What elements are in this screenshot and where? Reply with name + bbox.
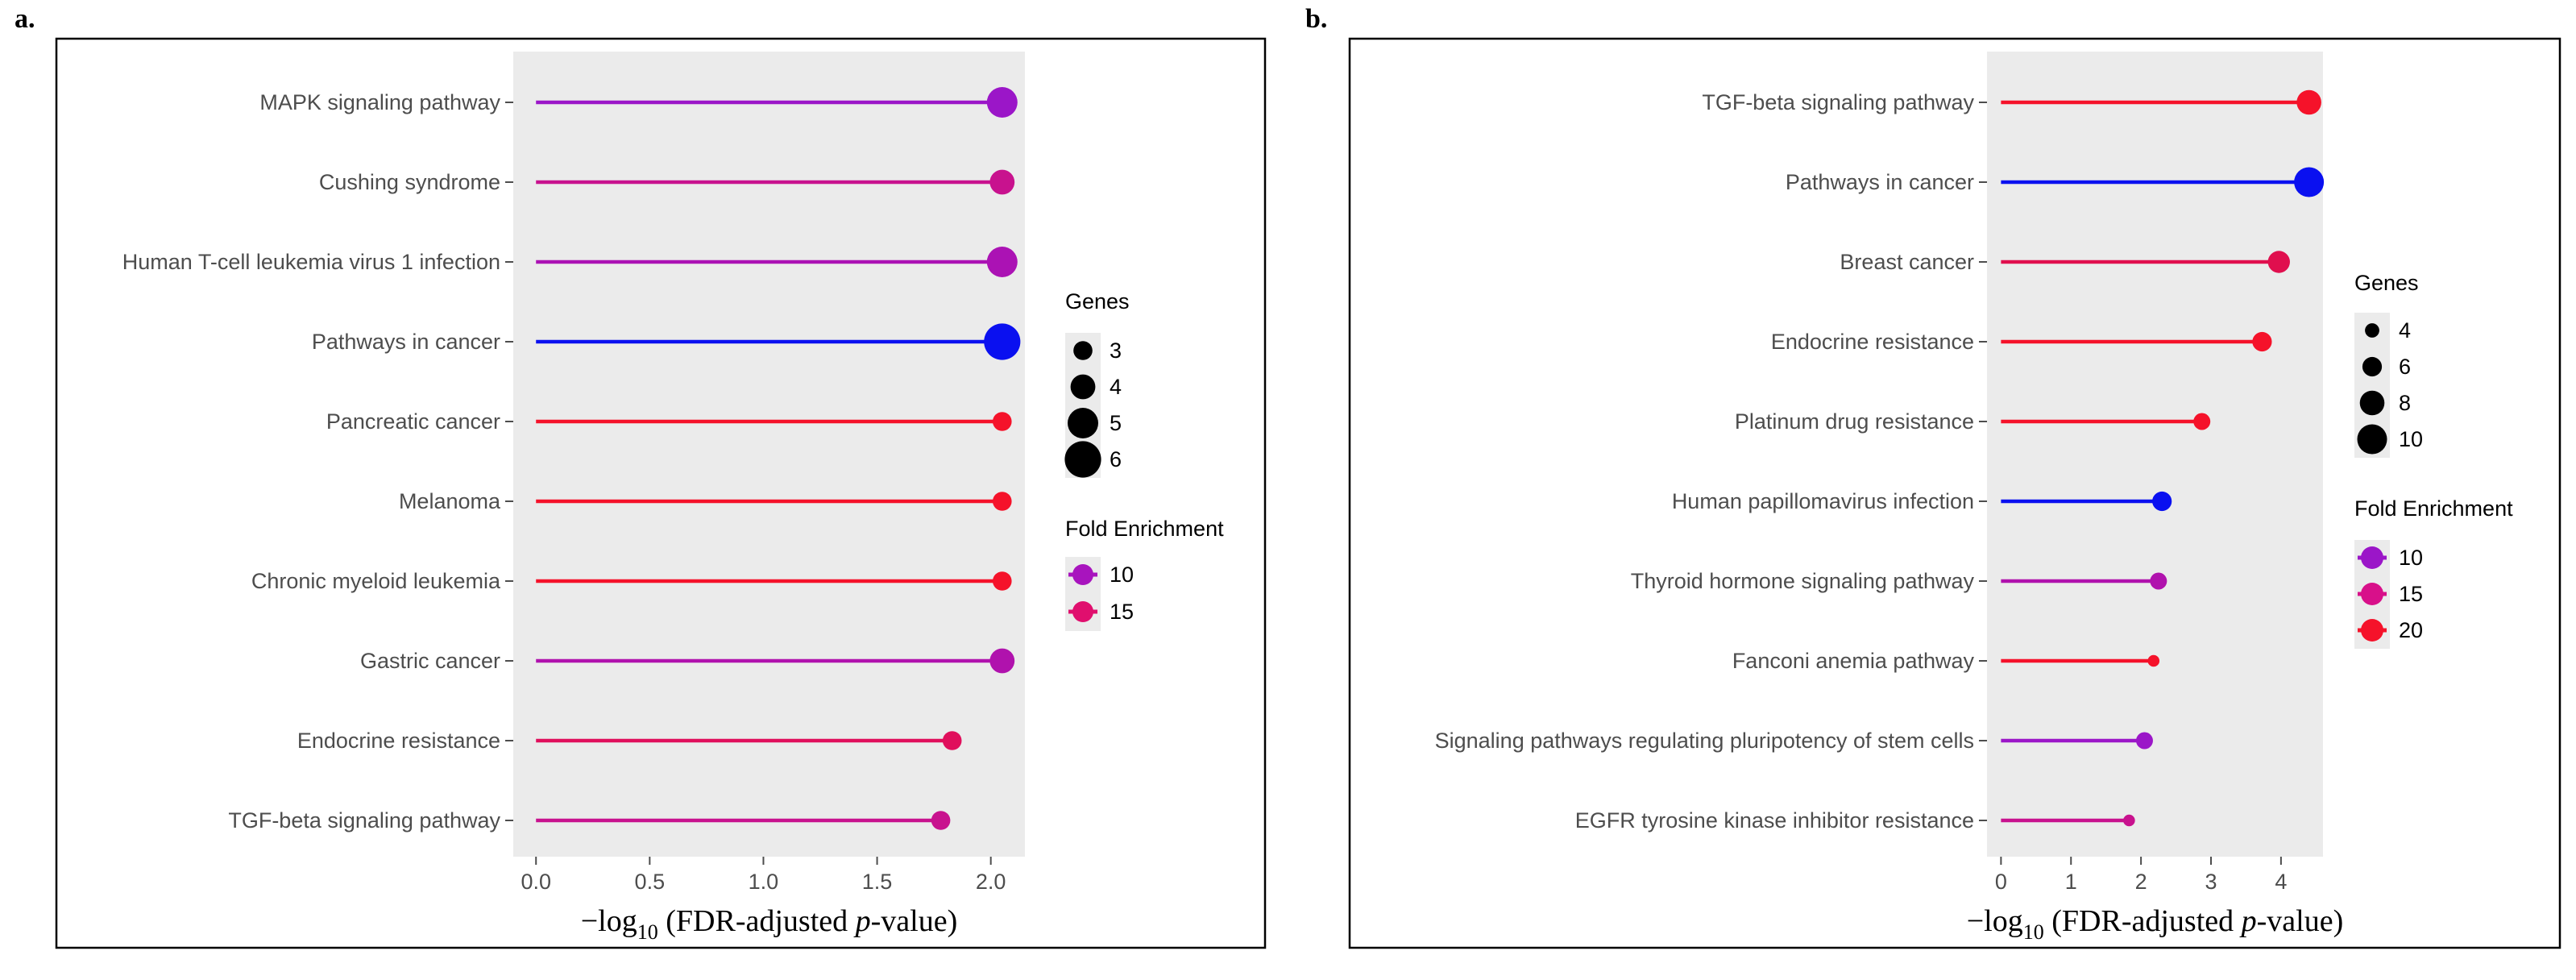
lollipop-point	[2294, 167, 2325, 197]
legend-genes-label: 10	[2399, 427, 2423, 451]
x-tick-label: 0.5	[635, 870, 666, 894]
x-axis-title: −log10 (FDR-adjusted p-value)	[1967, 904, 2343, 944]
category-label: Melanoma	[399, 489, 501, 513]
lollipop-point	[992, 571, 1012, 591]
lollipop-point	[2193, 413, 2211, 430]
category-label: Platinum drug resistance	[1735, 409, 1974, 434]
lollipop-point	[2135, 732, 2153, 750]
panel-border	[55, 37, 1267, 949]
panel-label: a.	[15, 4, 35, 34]
legend-genes-key	[2357, 424, 2387, 455]
legend-genes-key	[2362, 356, 2383, 377]
lollipop-point	[2267, 251, 2290, 273]
legend-fe-label: 15	[2399, 582, 2423, 606]
category-label: Endocrine resistance	[297, 729, 500, 753]
legend-genes-key	[1068, 408, 1098, 438]
category-label: Gastric cancer	[360, 649, 500, 673]
lollipop-point	[992, 492, 1012, 511]
category-label: Pathways in cancer	[312, 330, 500, 354]
category-label: Breast cancer	[1840, 250, 1974, 274]
lollipop-point	[989, 169, 1015, 195]
panel-b: b. TGF-beta signaling pathway Pathways in …	[1305, 4, 2561, 949]
lollipop-point	[2152, 491, 2172, 512]
legend-genes-key	[1070, 374, 1096, 400]
category-label: Cushing syndrome	[319, 170, 500, 194]
legend-genes-title: Genes	[2354, 271, 2419, 295]
panel-a: a. MAPK signaling pathway Cushing syndrome…	[15, 4, 1267, 949]
category-label: Human T-cell leukemia virus 1 infection	[122, 250, 500, 274]
legend-fe-key	[1072, 601, 1093, 622]
panel-label: b.	[1305, 4, 1327, 34]
category-label: Endocrine resistance	[1771, 330, 1974, 354]
lollipop-point	[2252, 331, 2272, 352]
plot-panel	[1987, 52, 2323, 857]
lollipop-point	[931, 811, 951, 830]
legend-fe-key	[2361, 619, 2383, 642]
legend-fe-title: Fold Enrichment	[2354, 496, 2513, 521]
category-label: Human papillomavirus infection	[1672, 489, 1974, 513]
lollipop-point	[984, 323, 1021, 360]
category-label: TGF-beta signaling pathway	[228, 808, 500, 833]
legend-fe-key	[1072, 564, 1093, 585]
x-tick-label: 1.5	[862, 870, 893, 894]
category-label: Fanconi anemia pathway	[1732, 649, 1975, 673]
legend-fe-label: 20	[2399, 618, 2423, 642]
legend-genes-label: 6	[2399, 355, 2411, 379]
category-label: Signaling pathways regulating pluripoten…	[1435, 729, 1974, 753]
category-label: MAPK signaling pathway	[259, 90, 500, 114]
x-tick-label: 1	[2065, 870, 2077, 894]
lollipop-point	[986, 247, 1018, 277]
lollipop-point	[2123, 814, 2135, 827]
legend-genes-key	[1073, 341, 1093, 360]
x-tick-label: 0.0	[521, 870, 551, 894]
lollipop-point	[989, 648, 1015, 674]
legend-genes-label: 4	[1110, 375, 1122, 399]
legend-genes-label: 8	[2399, 391, 2411, 415]
legend-fe-key	[2361, 583, 2383, 605]
category-label: Chronic myeloid leukemia	[251, 569, 501, 593]
legend-fe-label: 15	[1110, 600, 1134, 624]
lollipop-point	[2296, 89, 2321, 115]
plot-panel	[513, 52, 1025, 857]
category-label: Pathways in cancer	[1786, 170, 1974, 194]
legend-genes-key	[2359, 390, 2385, 416]
legend-genes-label: 5	[1110, 411, 1122, 435]
category-label: Thyroid hormone signaling pathway	[1631, 569, 1975, 593]
x-tick-label: 2	[2135, 870, 2147, 894]
legend-fe-label: 10	[2399, 546, 2423, 570]
lollipop-point	[992, 412, 1012, 431]
x-tick-label: 2.0	[976, 870, 1006, 894]
legend-fe-label: 10	[1110, 563, 1134, 587]
legend-genes-title: Genes	[1065, 289, 1130, 314]
x-tick-label: 3	[2205, 870, 2217, 894]
legend-fe-key	[2361, 546, 2383, 569]
legend-genes-key	[2365, 323, 2379, 338]
legend-genes-label: 3	[1110, 338, 1122, 363]
legend-fe-title: Fold Enrichment	[1065, 517, 1224, 541]
x-axis-title: −log10 (FDR-adjusted p-value)	[581, 904, 957, 944]
lollipop-point	[942, 731, 962, 750]
lollipop-point	[986, 87, 1018, 118]
x-tick-label: 4	[2275, 870, 2287, 894]
x-tick-label: 0	[1995, 870, 2007, 894]
legend-genes-label: 6	[1110, 447, 1122, 471]
lollipop-point	[2147, 654, 2160, 667]
x-tick-label: 1.0	[749, 870, 779, 894]
legend-genes-key	[1064, 441, 1101, 478]
category-label: EGFR tyrosine kinase inhibitor resistanc…	[1575, 808, 1974, 833]
panel-border	[1348, 37, 2561, 949]
category-label: TGF-beta signaling pathway	[1702, 90, 1974, 114]
lollipop-point	[2150, 572, 2167, 590]
legend-genes-label: 4	[2399, 318, 2411, 343]
category-label: Pancreatic cancer	[326, 409, 500, 434]
